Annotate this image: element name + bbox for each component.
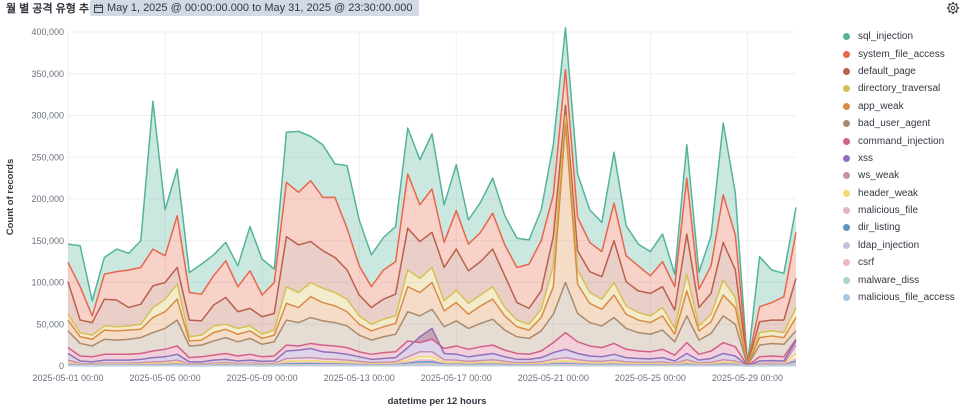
legend-label: ws_weak: [858, 170, 900, 182]
line-app_weak: [67, 123, 797, 366]
area-system_file_access[interactable]: [68, 69, 796, 365]
legend-dot-icon: [843, 276, 850, 284]
legend-dot-icon: [843, 259, 850, 267]
area-default_page[interactable]: [68, 105, 796, 366]
legend-dot-icon: [843, 67, 850, 75]
legend-item-xss[interactable]: xss: [843, 150, 955, 167]
legend-item-dir_listing[interactable]: dir_listing: [843, 219, 955, 236]
legend-label: system_file_access: [858, 48, 945, 60]
line-system_file_access: [67, 68, 797, 366]
legend-item-csrf[interactable]: csrf: [843, 254, 955, 271]
line-directory_traversal: [67, 114, 797, 366]
line-xss: [67, 327, 797, 367]
legend-label: bad_user_agent: [858, 118, 931, 130]
chart-legend: sql_injection system_file_access default_p…: [843, 28, 955, 306]
time-range-badge[interactable]: May 1, 2025 @ 00:00:00.000 to May 31, 20…: [90, 0, 419, 16]
y-tick-label: 0: [59, 361, 64, 371]
legend-item-system_file_access[interactable]: system_file_access: [843, 45, 955, 62]
legend-label: default_page: [858, 65, 916, 77]
legend-label: csrf: [858, 257, 875, 269]
legend-dot-icon: [843, 207, 850, 215]
legend-label: app_weak: [858, 100, 904, 112]
line-bad_user_agent: [67, 281, 797, 367]
legend-dot-icon: [843, 137, 850, 145]
legend-dot-icon: [843, 241, 850, 249]
legend-item-sql_injection[interactable]: sql_injection: [843, 28, 955, 45]
line-sql_injection: [67, 27, 797, 366]
stacked-area-chart: 0 50,000 100,000 150,000 200,000 250,000 300,0…: [5, 27, 797, 407]
area-bad_user_agent[interactable]: [68, 282, 796, 366]
legend-item-malware_diss[interactable]: malware_diss: [843, 271, 955, 288]
legend-label: malware_diss: [858, 274, 920, 286]
legend-item-ws_weak[interactable]: ws_weak: [843, 167, 955, 184]
legend-label: dir_listing: [858, 222, 901, 234]
legend-dot-icon: [843, 50, 850, 58]
legend-item-default_page[interactable]: default_page: [843, 63, 955, 80]
calendar-icon: [94, 3, 103, 13]
y-tick-label: 100,000: [31, 278, 64, 288]
legend-label: command_injection: [858, 135, 945, 147]
legend-dot-icon: [843, 85, 850, 93]
time-range-text: May 1, 2025 @ 00:00:00.000 to May 31, 20…: [107, 2, 413, 14]
y-axis-title: Count of records: [5, 159, 16, 236]
legend-item-malicious_file_access[interactable]: malicious_file_access: [843, 289, 955, 306]
y-tick-label: 150,000: [31, 236, 64, 246]
legend-item-ldap_injection[interactable]: ldap_injection: [843, 237, 955, 254]
legend-dot-icon: [843, 294, 850, 302]
legend-dot-icon: [843, 224, 850, 232]
legend-item-header_weak[interactable]: header_weak: [843, 185, 955, 202]
legend-label: header_weak: [858, 187, 919, 199]
legend-dot-icon: [843, 102, 850, 110]
legend-label: xss: [858, 152, 873, 164]
y-tick-label: 350,000: [31, 69, 64, 79]
legend-item-command_injection[interactable]: command_injection: [843, 132, 955, 149]
line-command_injection: [67, 331, 797, 367]
x-tick-label: 2025-05-05 00:00: [130, 373, 201, 383]
legend-item-app_weak[interactable]: app_weak: [843, 98, 955, 115]
area-command_injection[interactable]: [68, 328, 796, 366]
legend-dot-icon: [843, 120, 850, 128]
y-tick-label: 250,000: [31, 152, 64, 162]
series-areas: [68, 27, 796, 366]
x-tick-label: 2025-05-25 00:00: [615, 373, 686, 383]
legend-dot-icon: [843, 189, 850, 197]
x-tick-label: 2025-05-13 00:00: [324, 373, 395, 383]
y-tick-label: 400,000: [31, 27, 64, 37]
axes: 0 50,000 100,000 150,000 200,000 250,000 300,0…: [31, 27, 796, 383]
area-app_weak[interactable]: [68, 123, 796, 366]
legend-label: ldap_injection: [858, 239, 920, 251]
legend-item-malicious_file[interactable]: malicious_file: [843, 202, 955, 219]
legend-label: directory_traversal: [858, 83, 941, 95]
legend-label: sql_injection: [858, 31, 914, 43]
x-tick-label: 2025-05-29 00:00: [712, 373, 783, 383]
legend-label: malicious_file: [858, 205, 919, 217]
legend-dot-icon: [843, 154, 850, 162]
page-title: 월 별 공격 유형 추이: [6, 3, 100, 15]
x-axis-title: datetime per 12 hours: [388, 396, 487, 407]
legend-label: malicious_file_access: [858, 292, 955, 304]
x-tick-label: 2025-05-01 00:00: [32, 373, 103, 383]
y-tick-label: 300,000: [31, 111, 64, 121]
legend-dot-icon: [843, 172, 850, 180]
x-tick-label: 2025-05-21 00:00: [518, 373, 589, 383]
y-tick-label: 50,000: [36, 319, 64, 329]
legend-item-directory_traversal[interactable]: directory_traversal: [843, 80, 955, 97]
y-tick-label: 200,000: [31, 194, 64, 204]
line-default_page: [67, 104, 797, 366]
legend-item-bad_user_agent[interactable]: bad_user_agent: [843, 115, 955, 132]
x-tick-label: 2025-05-17 00:00: [421, 373, 492, 383]
gear-icon[interactable]: [946, 1, 960, 15]
area-xss[interactable]: [68, 328, 796, 366]
legend-dot-icon: [843, 33, 850, 41]
x-tick-label: 2025-05-09 00:00: [227, 373, 298, 383]
